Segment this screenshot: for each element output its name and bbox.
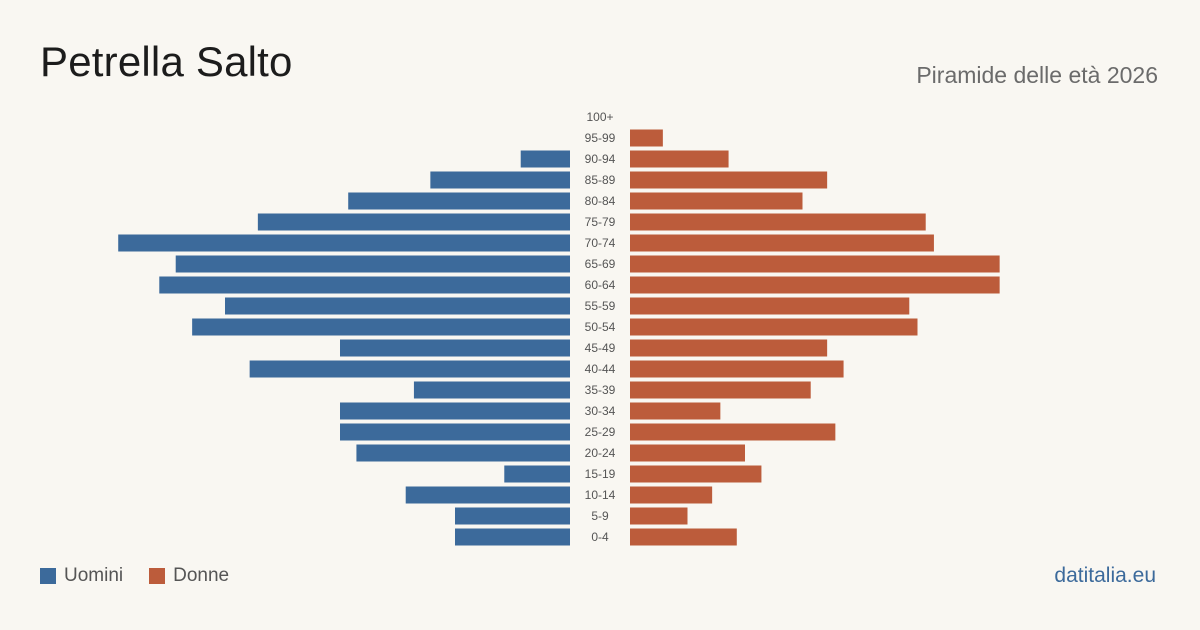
bar-male-50-54 (192, 318, 570, 336)
bar-female-0-4 (630, 528, 737, 546)
age-label-60-64: 60-64 (585, 278, 616, 292)
bar-female-55-59 (630, 297, 910, 315)
legend-item-female: Donne (149, 565, 229, 587)
age-label-90-94: 90-94 (585, 152, 616, 166)
bar-male-85-89 (430, 171, 570, 189)
age-label-15-19: 15-19 (585, 467, 616, 481)
age-label-10-14: 10-14 (585, 488, 616, 502)
age-label-40-44: 40-44 (585, 362, 616, 376)
bar-female-65-69 (630, 255, 1000, 273)
bar-male-10-14 (405, 486, 570, 504)
age-label-55-59: 55-59 (585, 299, 616, 313)
bar-female-35-39 (630, 381, 811, 399)
age-label-5-9: 5-9 (591, 509, 609, 523)
bar-male-90-94 (520, 150, 570, 168)
bar-male-60-64 (159, 276, 571, 294)
bar-male-70-74 (118, 234, 570, 252)
age-label-85-89: 85-89 (585, 173, 616, 187)
bar-female-85-89 (630, 171, 828, 189)
bar-male-80-84 (348, 192, 570, 210)
bar-male-75-79 (257, 213, 570, 231)
bar-male-30-34 (340, 402, 570, 420)
bar-female-75-79 (630, 213, 926, 231)
age-label-35-39: 35-39 (585, 383, 616, 397)
legend-swatch-female (149, 568, 166, 584)
bar-female-30-34 (630, 402, 721, 420)
bar-male-20-24 (356, 444, 570, 462)
age-label-95-99: 95-99 (585, 131, 616, 145)
bar-male-35-39 (413, 381, 570, 399)
bar-female-25-29 (630, 423, 836, 441)
age-label-100plus: 100+ (586, 110, 613, 124)
bar-female-45-49 (630, 339, 828, 357)
bar-female-95-99 (630, 129, 663, 147)
bar-female-5-9 (630, 507, 688, 525)
legend-item-male: Uomini (40, 565, 123, 587)
legend-label-male: Uomini (64, 565, 124, 586)
bar-male-0-4 (455, 528, 570, 546)
age-label-45-49: 45-49 (585, 341, 616, 355)
bar-male-45-49 (340, 339, 570, 357)
source-link[interactable]: datitalia.eu (1054, 564, 1156, 587)
age-label-65-69: 65-69 (585, 257, 616, 271)
age-label-0-4: 0-4 (591, 530, 609, 544)
bar-female-80-84 (630, 192, 803, 210)
bar-male-25-29 (340, 423, 570, 441)
legend-label-female: Donne (173, 565, 230, 586)
age-label-75-79: 75-79 (585, 215, 616, 229)
bar-female-60-64 (630, 276, 1000, 294)
bar-female-70-74 (630, 234, 934, 252)
age-label-30-34: 30-34 (585, 404, 616, 418)
bar-female-40-44 (630, 360, 844, 378)
bar-male-40-44 (249, 360, 570, 378)
bar-male-5-9 (455, 507, 570, 525)
age-label-50-54: 50-54 (585, 320, 616, 334)
bar-male-55-59 (225, 297, 570, 315)
age-label-25-29: 25-29 (585, 425, 616, 439)
chart-subtitle: Piramide delle età 2026 (916, 62, 1158, 88)
age-label-80-84: 80-84 (585, 194, 616, 208)
bar-female-90-94 (630, 150, 729, 168)
age-label-20-24: 20-24 (585, 446, 616, 460)
bar-female-20-24 (630, 444, 745, 462)
bar-male-15-19 (504, 465, 570, 483)
bar-male-65-69 (175, 255, 570, 273)
bar-female-15-19 (630, 465, 762, 483)
legend: Uomini Donne (40, 565, 255, 587)
bar-female-10-14 (630, 486, 713, 504)
chart-title: Petrella Salto (40, 38, 293, 85)
legend-swatch-male (40, 568, 56, 584)
age-label-70-74: 70-74 (585, 236, 616, 250)
bar-female-50-54 (630, 318, 918, 336)
